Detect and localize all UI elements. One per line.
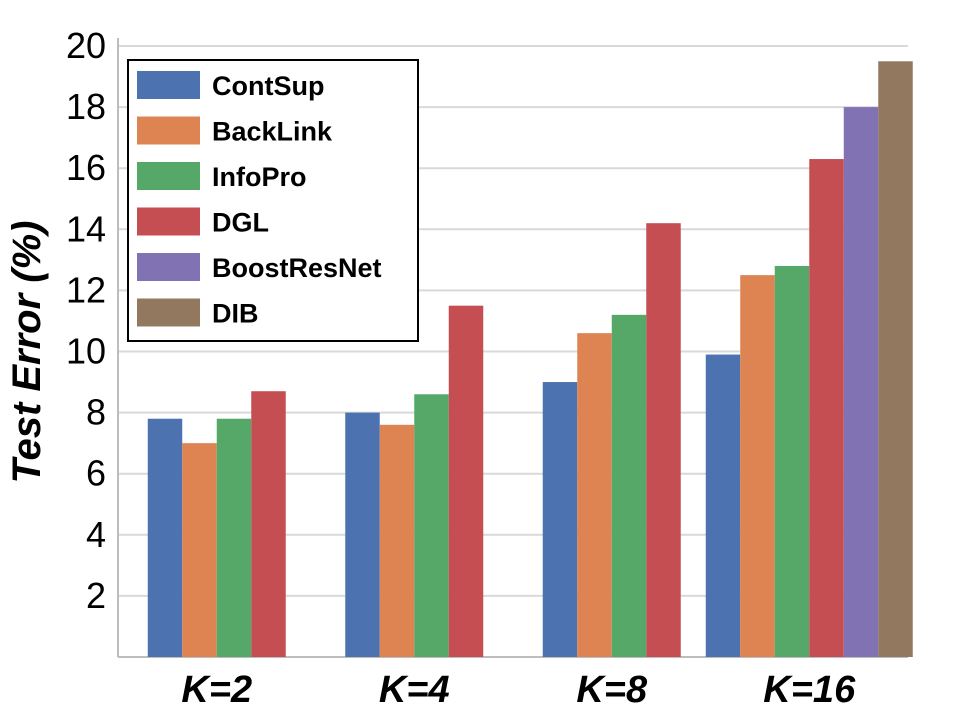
bar-contsup-k8 bbox=[542, 382, 578, 657]
bar-infopro-k2 bbox=[216, 418, 252, 657]
y-tick-label: 12 bbox=[66, 269, 106, 310]
legend-swatch-boostresnet bbox=[137, 253, 200, 281]
x-category-label: K=8 bbox=[576, 669, 648, 709]
y-tick-label: 4 bbox=[86, 514, 106, 555]
y-tick-labels: 2 4 6 8 10 12 14 16 18 20 bbox=[66, 25, 106, 616]
legend-box bbox=[127, 59, 419, 342]
y-tick-label: 10 bbox=[66, 331, 106, 372]
y-tick-label: 8 bbox=[86, 392, 106, 433]
legend-label-contsup: ContSup bbox=[212, 71, 324, 101]
bar-infopro-k8 bbox=[611, 314, 647, 657]
bar-infopro-k16 bbox=[774, 265, 810, 657]
bar-contsup-k16 bbox=[705, 354, 741, 657]
bar-backlink-k4 bbox=[379, 424, 415, 657]
y-axis-title: Test Error (%) bbox=[5, 220, 49, 483]
x-category-label: K=4 bbox=[379, 669, 450, 709]
legend-label-dgl: DGL bbox=[212, 208, 269, 238]
bar-dgl-k2 bbox=[251, 391, 286, 657]
legend-label-dib: DIB bbox=[212, 299, 259, 329]
legend-label-infopro: InfoPro bbox=[212, 162, 307, 192]
y-tick-label: 20 bbox=[66, 25, 106, 66]
bar-infopro-k4 bbox=[414, 394, 449, 657]
y-tick-label: 2 bbox=[86, 575, 106, 616]
bar-backlink-k16 bbox=[740, 275, 775, 657]
y-tick-label: 18 bbox=[66, 86, 106, 127]
x-category-label: K=2 bbox=[181, 669, 252, 709]
x-category-labels: K=2 K=4 K=8 K=16 bbox=[181, 669, 856, 709]
bar-backlink-k8 bbox=[577, 333, 612, 657]
legend-label-boostresnet: BoostResNet bbox=[212, 253, 382, 283]
legend-swatch-contsup bbox=[137, 71, 200, 99]
legend: ContSup BackLink InfoPro DGL BoostResNet DIB bbox=[127, 59, 419, 342]
bar-contsup-k4 bbox=[345, 412, 380, 657]
y-tick-label: 16 bbox=[66, 147, 106, 188]
bar-backlink-k2 bbox=[182, 443, 217, 657]
x-category-label: K=16 bbox=[763, 669, 856, 709]
bar-dgl-k16 bbox=[809, 159, 844, 657]
bar-boostresnet-k16 bbox=[843, 107, 879, 658]
legend-swatch-infopro bbox=[137, 162, 200, 190]
bar-dgl-k4 bbox=[448, 305, 484, 657]
y-tick-label: 6 bbox=[86, 453, 106, 494]
bar-dib-k16 bbox=[878, 61, 913, 657]
bar-contsup-k2 bbox=[147, 418, 183, 657]
bars bbox=[147, 61, 913, 658]
bar-dgl-k8 bbox=[646, 223, 681, 657]
legend-swatch-dgl bbox=[137, 207, 200, 236]
legend-label-backlink: BackLink bbox=[212, 117, 333, 147]
legend-swatch-dib bbox=[137, 298, 200, 327]
legend-swatch-backlink bbox=[137, 116, 200, 145]
y-tick-label: 14 bbox=[66, 208, 106, 249]
